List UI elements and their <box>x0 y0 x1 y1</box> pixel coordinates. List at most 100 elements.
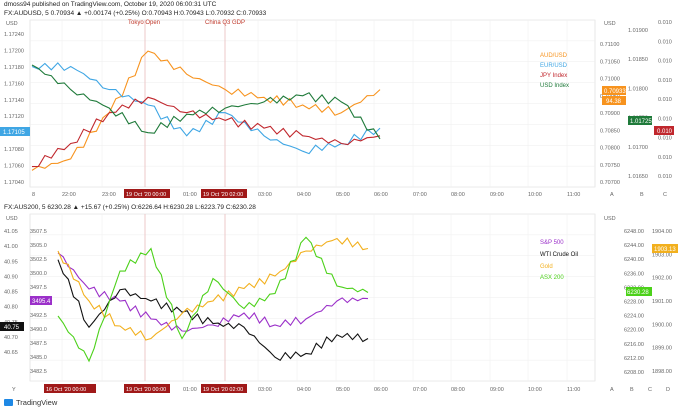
legend-usd: USD Index <box>540 83 569 89</box>
legend-audusd: AUD/USD <box>540 53 568 59</box>
series-line-gold <box>57 237 369 341</box>
top-right-axis: 0.0100.0100.0100.0100.0100.0100.0100.010… <box>658 20 672 180</box>
axis-letter: A <box>610 387 614 393</box>
top-x-label: 10:00 <box>528 192 542 198</box>
top-mid-tick: 0.70850 <box>600 128 620 134</box>
axis-letter: B <box>640 192 644 198</box>
price-tag-wti-text: 40.75 <box>4 325 20 331</box>
top-mid2-tick: 1.01800 <box>628 86 648 92</box>
bottom-axis-label: USD <box>6 216 18 222</box>
bottom-left-tick: 41.00 <box>4 244 18 250</box>
price-tag-spx <box>30 296 52 305</box>
top-left-tick: 1.17040 <box>4 180 24 186</box>
axis-letter: C <box>648 387 652 393</box>
bottom-far-tick: 1901.00 <box>652 299 672 305</box>
top-mid2-axis: 1.019001.018501.018001.017501.017001.016… <box>628 28 648 180</box>
legend-asx: ASX 200 <box>540 275 564 281</box>
bottom-right-tick: 6228.00 <box>624 300 644 306</box>
top-x-label: 04:00 <box>297 192 311 198</box>
top-left-tick: 1.17080 <box>4 147 24 153</box>
top-right-tick: 0.010 <box>658 155 672 161</box>
bottom-left2-tick: 3482.5 <box>30 369 47 375</box>
top-x-label: 19 Oct '20 02:00 <box>203 192 243 198</box>
tradingview-brand: TradingView <box>16 398 58 407</box>
top-x-label: 19 Oct '20 00:00 <box>126 192 166 198</box>
top-left-tick: 1.17120 <box>4 114 24 120</box>
top-x-label: 05:00 <box>336 192 350 198</box>
tradingview-logo <box>4 399 13 406</box>
price-tag-jpy <box>602 96 626 105</box>
top-x-tag-1 <box>124 189 170 198</box>
bottom-x-label: 07:00 <box>413 387 427 393</box>
bottom-far-axis: 1904.00 1903.00 1902.00 1901.00 1900.00 1899.… <box>652 229 672 375</box>
top-symbol-line: FX:AUDUSD, 5 0.70934 ▲ +0.00174 (+0.25%)… <box>4 10 267 17</box>
top-mid2-tick: 1.01900 <box>628 28 648 34</box>
bottom-x-tag-2 <box>201 384 247 393</box>
top-mid-tick: 0.70900 <box>600 111 620 117</box>
top-mid-tick: 0.71000 <box>600 77 620 83</box>
bottom-x-label: 11:00 <box>567 387 580 393</box>
price-tag-usd <box>628 116 652 125</box>
top-right-tick: 0.010 <box>658 78 672 84</box>
bottom-left2-tick: 3485.0 <box>30 355 47 361</box>
price-tag-audusd-text: 0.70933 <box>604 89 626 95</box>
bottom-left-tick: 40.95 <box>4 259 18 265</box>
bottom-left-tick: 40.65 <box>4 350 18 356</box>
publisher-line: dmoss94 published on TradingView.com, Oc… <box>4 1 217 8</box>
bottom-far-tick: 1898.00 <box>652 369 672 375</box>
bottom-left2-tick: 3490.0 <box>30 327 47 333</box>
top-x-label: 23:00 <box>102 192 116 198</box>
top-mid2-tick: 1.01700 <box>628 145 648 151</box>
axis-letter: B <box>630 387 634 393</box>
bottom-x-label: 01:00 <box>183 387 197 393</box>
bottom-left2-tick: 3487.5 <box>30 341 47 347</box>
top-x-label: 03:00 <box>258 192 272 198</box>
price-tag-gold <box>652 244 678 253</box>
bottom-far-tick: 1899.00 <box>652 346 672 352</box>
bottom-right-tick: 6248.00 <box>624 229 644 235</box>
top-price-labels: 1.17105 0.70933 94.38 1.01725 0.010 <box>0 86 674 136</box>
top-axis-label-right: USD <box>604 21 616 27</box>
top-right-tick: 0.010 <box>658 20 672 26</box>
bottom-far-tick: 1904.00 <box>652 229 672 235</box>
bottom-right-tick: 6220.00 <box>624 328 644 334</box>
bottom-y-letter: Y <box>12 387 16 393</box>
price-tag-audusd <box>602 86 626 95</box>
bottom-far-tick: 1902.00 <box>652 276 672 282</box>
bottom-right-tick: 6224.00 <box>624 314 644 320</box>
top-left-tick: 1.17200 <box>4 48 24 54</box>
top-left-tick: 1.17240 <box>4 32 24 38</box>
top-right-tick: 0.010 <box>658 174 672 180</box>
bottom-left-tick: 40.85 <box>4 290 18 296</box>
bottom-x-label: 19 Oct '20 00:00 <box>126 387 166 393</box>
top-x-axis: 8 22:00 23:00 19 Oct '20 00:00 01:00 19 … <box>32 189 667 198</box>
top-right-tick: 0.010 <box>658 116 672 122</box>
price-tag-asx <box>626 287 652 296</box>
bottom-left2-tick: 3497.5 <box>30 285 47 291</box>
top-x-label: 01:00 <box>183 192 197 198</box>
price-tag-eurusd <box>0 127 30 136</box>
axis-letter: A <box>610 192 614 198</box>
bottom-x-label: 03:00 <box>258 387 272 393</box>
series-line-usd <box>31 64 381 140</box>
bottom-series-group <box>57 236 369 363</box>
legend-gold: Gold <box>540 264 553 270</box>
tradingview-logo-icon <box>4 399 13 406</box>
top-x-tag-2 <box>201 189 247 198</box>
bottom-legend: S&P 500 WTI Crude Oil Gold ASX 200 <box>540 240 578 281</box>
bottom-left2-tick: 3500.0 <box>30 271 47 277</box>
bottom-price-labels: 3495.4 40.75 1903.13 6230.28 <box>0 244 678 331</box>
top-mid-axis: 0.711000.710500.710000.709500.709000.708… <box>600 42 620 186</box>
bottom-x-label: 10:00 <box>528 387 542 393</box>
top-x-label: 8 <box>32 192 35 198</box>
top-mid2-tick: 1.01650 <box>628 174 648 180</box>
bottom-far-tick: 1900.00 <box>652 322 672 328</box>
top-right-tick: 0.010 <box>658 59 672 65</box>
bottom-far-tick: 1903.00 <box>652 252 672 258</box>
bottom-left-tick: 41.05 <box>4 229 18 235</box>
price-tag-asx-text: 6230.28 <box>627 290 649 296</box>
bottom-gridlines <box>30 213 595 382</box>
top-right-tick: 0.010 <box>658 97 672 103</box>
top-x-label: 08:00 <box>451 192 465 198</box>
